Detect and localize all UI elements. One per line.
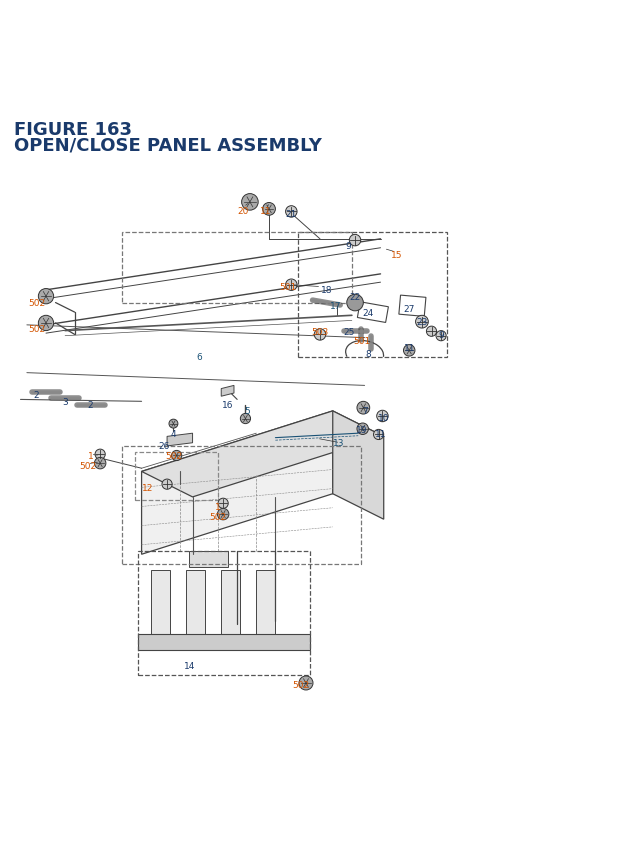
Text: 502: 502	[28, 325, 45, 333]
Text: 17: 17	[330, 302, 342, 311]
Circle shape	[242, 195, 258, 211]
Text: 16: 16	[222, 400, 234, 410]
Text: 7: 7	[362, 407, 367, 416]
Text: 23: 23	[416, 318, 428, 327]
Text: 10: 10	[378, 413, 390, 422]
Circle shape	[426, 327, 436, 337]
Bar	[138, 635, 310, 650]
Circle shape	[262, 203, 275, 216]
Text: 9: 9	[346, 241, 351, 251]
Text: 21: 21	[285, 209, 297, 219]
Bar	[221, 571, 241, 637]
Text: 11: 11	[260, 207, 271, 215]
Text: 11: 11	[403, 344, 415, 352]
Text: 27: 27	[404, 305, 415, 314]
Text: 22: 22	[349, 293, 361, 301]
Text: 11: 11	[375, 429, 387, 438]
Text: 25: 25	[343, 327, 355, 337]
Text: 3: 3	[62, 398, 68, 406]
Text: 503: 503	[312, 327, 328, 337]
Polygon shape	[221, 386, 234, 397]
Text: 502: 502	[292, 680, 310, 690]
Circle shape	[374, 430, 384, 440]
Text: 14: 14	[184, 661, 195, 671]
Circle shape	[95, 458, 106, 469]
Circle shape	[169, 419, 178, 429]
Text: 1: 1	[88, 451, 93, 461]
Bar	[186, 571, 205, 637]
Polygon shape	[167, 434, 193, 446]
Circle shape	[357, 424, 369, 435]
Text: 6: 6	[196, 353, 202, 362]
Circle shape	[95, 449, 105, 460]
Circle shape	[218, 509, 229, 520]
Text: 26: 26	[158, 442, 170, 451]
Circle shape	[38, 316, 54, 331]
Bar	[151, 571, 170, 637]
Text: OPEN/CLOSE PANEL ASSEMBLY: OPEN/CLOSE PANEL ASSEMBLY	[14, 136, 322, 154]
Text: 502: 502	[79, 461, 96, 470]
Circle shape	[241, 414, 250, 424]
Text: 502: 502	[28, 299, 45, 307]
Text: 15: 15	[390, 251, 402, 260]
Circle shape	[403, 345, 415, 356]
Text: 19: 19	[356, 426, 367, 435]
Circle shape	[299, 676, 313, 691]
Circle shape	[285, 280, 297, 291]
Bar	[256, 571, 275, 637]
Circle shape	[347, 295, 364, 312]
Polygon shape	[141, 412, 333, 554]
Circle shape	[162, 480, 172, 490]
Text: 502: 502	[165, 451, 182, 461]
Text: 502: 502	[209, 512, 227, 521]
Circle shape	[349, 235, 361, 246]
Circle shape	[285, 207, 297, 218]
Text: 13: 13	[333, 439, 345, 448]
Circle shape	[218, 499, 228, 509]
Text: 501: 501	[280, 282, 297, 292]
Text: 2: 2	[88, 400, 93, 410]
Text: 20: 20	[238, 207, 249, 215]
Text: FIGURE 163: FIGURE 163	[14, 121, 132, 139]
Circle shape	[436, 331, 446, 342]
Circle shape	[377, 411, 388, 422]
Polygon shape	[141, 412, 384, 498]
Circle shape	[172, 451, 182, 461]
Circle shape	[38, 289, 54, 305]
Bar	[189, 551, 228, 567]
Text: 12: 12	[142, 483, 154, 492]
Text: 24: 24	[362, 308, 373, 317]
Text: 2: 2	[34, 391, 39, 400]
Circle shape	[314, 329, 326, 341]
Text: 4: 4	[171, 429, 176, 438]
Polygon shape	[333, 412, 384, 519]
Circle shape	[415, 316, 428, 329]
Circle shape	[357, 402, 370, 415]
Text: 1: 1	[215, 502, 221, 511]
Text: 18: 18	[321, 286, 332, 295]
Text: 501: 501	[353, 337, 370, 346]
Text: 5: 5	[244, 407, 250, 416]
Text: 8: 8	[365, 350, 371, 359]
Text: 9: 9	[438, 331, 444, 339]
